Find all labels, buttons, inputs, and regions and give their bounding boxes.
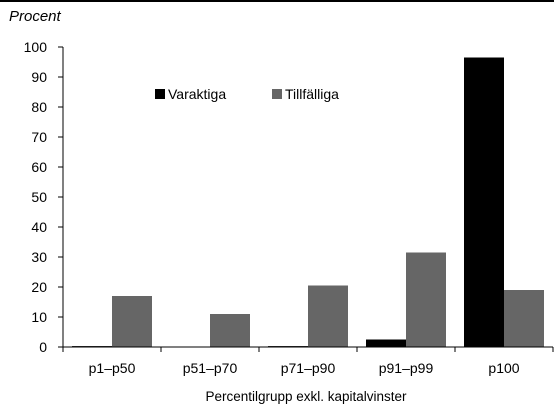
y-tick-label: 100 <box>24 39 48 55</box>
y-axis-label: Procent <box>9 8 61 25</box>
top-rule <box>0 0 554 2</box>
y-axis-ticks: 0 10 20 30 40 50 60 70 80 90 100 <box>24 39 64 355</box>
legend-label-0: Varaktiga <box>168 86 226 102</box>
x-tick-label: p100 <box>488 360 519 376</box>
y-tick-label: 20 <box>31 279 47 295</box>
y-tick-label: 50 <box>31 189 47 205</box>
bar-varaktiga-3 <box>366 339 406 347</box>
bar-tillfälliga-1 <box>210 314 250 347</box>
x-tick-label: p71–p90 <box>281 360 336 376</box>
bar-varaktiga-4 <box>464 57 504 347</box>
legend-label-1: Tillfälliga <box>285 86 339 102</box>
x-tick-label: p1–p50 <box>89 360 136 376</box>
y-tick-label: 0 <box>39 339 47 355</box>
y-tick-label: 80 <box>31 99 47 115</box>
x-tick-label: p51–p70 <box>183 360 238 376</box>
bar-tillfälliga-2 <box>308 285 348 347</box>
x-axis: p1–p50 p51–p70 p71–p90 p91–p99 p100 <box>62 346 554 376</box>
bar-tillfälliga-0 <box>112 296 152 347</box>
y-tick-label: 30 <box>31 249 47 265</box>
bars <box>72 57 544 348</box>
legend-swatch-1 <box>272 89 282 99</box>
legend-swatch-0 <box>155 89 165 99</box>
bar-tillfälliga-3 <box>406 252 446 347</box>
y-tick-label: 10 <box>31 309 47 325</box>
bar-tillfälliga-4 <box>504 290 544 347</box>
y-tick-label: 70 <box>31 129 47 145</box>
y-tick-label: 60 <box>31 159 47 175</box>
x-axis-title: Percentilgrupp exkl. kapitalvinster <box>205 389 407 404</box>
y-tick-label: 40 <box>31 219 47 235</box>
x-tick-label: p91–p99 <box>379 360 434 376</box>
y-tick-label: 90 <box>31 69 47 85</box>
legend: Varaktiga Tillfälliga <box>155 86 339 102</box>
